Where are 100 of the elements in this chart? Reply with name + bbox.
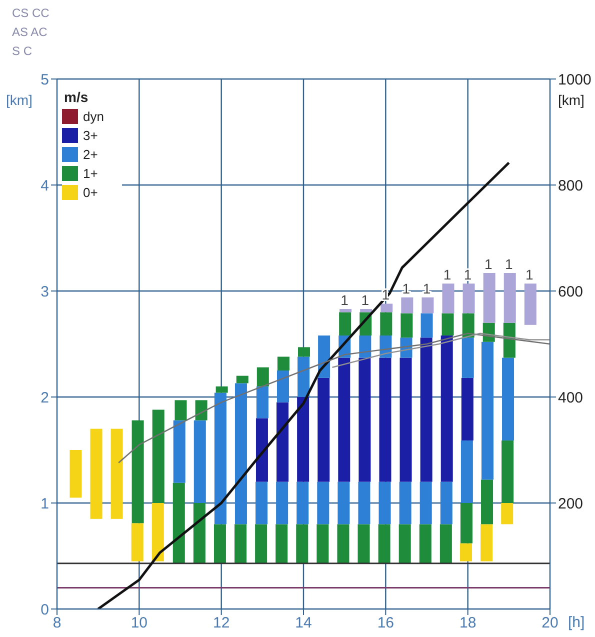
bar — [340, 309, 352, 312]
bar — [110, 428, 123, 519]
bar — [378, 482, 391, 524]
bar — [524, 284, 536, 325]
bar — [483, 272, 496, 323]
bar — [318, 378, 330, 482]
bar — [480, 524, 493, 562]
bar — [256, 482, 268, 524]
bar — [442, 284, 454, 314]
y2-tick-label: 1000 — [558, 71, 592, 88]
bar — [420, 313, 433, 338]
bar — [174, 400, 187, 420]
bar — [195, 400, 208, 420]
bar — [132, 420, 144, 524]
bar — [460, 440, 473, 503]
bar — [256, 367, 269, 386]
bar — [502, 440, 514, 503]
legend-label: 1+ — [83, 166, 98, 181]
bar — [379, 358, 392, 482]
text: S C — [12, 44, 32, 58]
bar — [172, 482, 185, 564]
bar — [234, 383, 247, 524]
y2-axis-title: [km] — [558, 92, 584, 108]
bar — [380, 304, 393, 312]
bar — [420, 338, 432, 482]
bar — [234, 524, 247, 564]
x-tick-label: 12 — [212, 614, 230, 632]
bar — [298, 356, 310, 397]
x-tick-label: 16 — [377, 614, 394, 632]
bar — [440, 524, 452, 564]
bar — [360, 309, 372, 312]
annotation: 1 — [340, 292, 349, 308]
bar — [380, 312, 392, 336]
y-tick-label: 5 — [40, 71, 49, 88]
bar — [504, 272, 516, 323]
bar — [316, 524, 329, 564]
y-axis-title: [km] — [6, 92, 32, 108]
y-tick-label: 1 — [40, 495, 49, 512]
bar — [131, 523, 144, 562]
text: CS CC — [12, 6, 50, 20]
bar — [214, 392, 226, 524]
bar — [276, 402, 289, 482]
text: AS AC — [12, 25, 48, 39]
x-tick-label: 14 — [295, 614, 312, 632]
bar — [481, 342, 494, 480]
bar — [193, 503, 206, 564]
y2-tick-label: 800 — [558, 177, 584, 194]
y-tick-label: 2 — [40, 389, 49, 406]
bar — [501, 503, 514, 524]
bar — [255, 524, 268, 564]
bar — [337, 524, 350, 564]
bar — [339, 312, 352, 336]
legend-label: 2+ — [83, 147, 98, 162]
x-tick-label: 8 — [52, 614, 62, 632]
bar — [338, 358, 350, 482]
legend-title: m/s — [64, 89, 88, 105]
bar — [358, 524, 370, 564]
bar — [276, 524, 288, 564]
bar — [296, 482, 309, 524]
bar — [216, 386, 228, 393]
bar — [503, 322, 516, 358]
bar — [70, 450, 82, 498]
bar — [461, 378, 474, 440]
bar — [378, 524, 390, 564]
annotation: 1 — [526, 266, 534, 283]
bar — [462, 338, 474, 378]
bar — [194, 420, 206, 503]
bar — [338, 482, 350, 524]
bar — [317, 482, 330, 524]
bar — [214, 524, 226, 564]
bar — [442, 313, 454, 336]
x-axis-title: [h] — [568, 614, 585, 631]
annotation: 1 — [505, 256, 514, 272]
bar — [297, 397, 310, 482]
bar — [460, 543, 472, 562]
legend-label: 3+ — [83, 128, 98, 143]
bar — [502, 358, 514, 440]
annotation: 1 — [443, 266, 452, 283]
bar — [440, 336, 453, 482]
bar — [358, 482, 370, 524]
bar — [481, 480, 494, 524]
bar — [276, 370, 289, 402]
y2-tick-label: 400 — [558, 389, 584, 406]
bar — [256, 386, 268, 418]
bar — [256, 418, 268, 482]
bar — [152, 503, 164, 562]
bar — [296, 524, 308, 564]
bar — [298, 347, 310, 357]
x-tick-label: 10 — [130, 614, 148, 632]
y-tick-label: 3 — [40, 283, 49, 300]
bar — [359, 336, 372, 358]
line-series — [118, 332, 550, 464]
bar — [277, 356, 290, 370]
bar — [173, 420, 186, 483]
bar — [401, 297, 414, 314]
bar — [398, 524, 411, 564]
bar — [236, 376, 248, 384]
y-tick-label: 0 — [40, 601, 49, 618]
bar — [399, 482, 412, 524]
y-tick-label: 4 — [40, 177, 49, 194]
